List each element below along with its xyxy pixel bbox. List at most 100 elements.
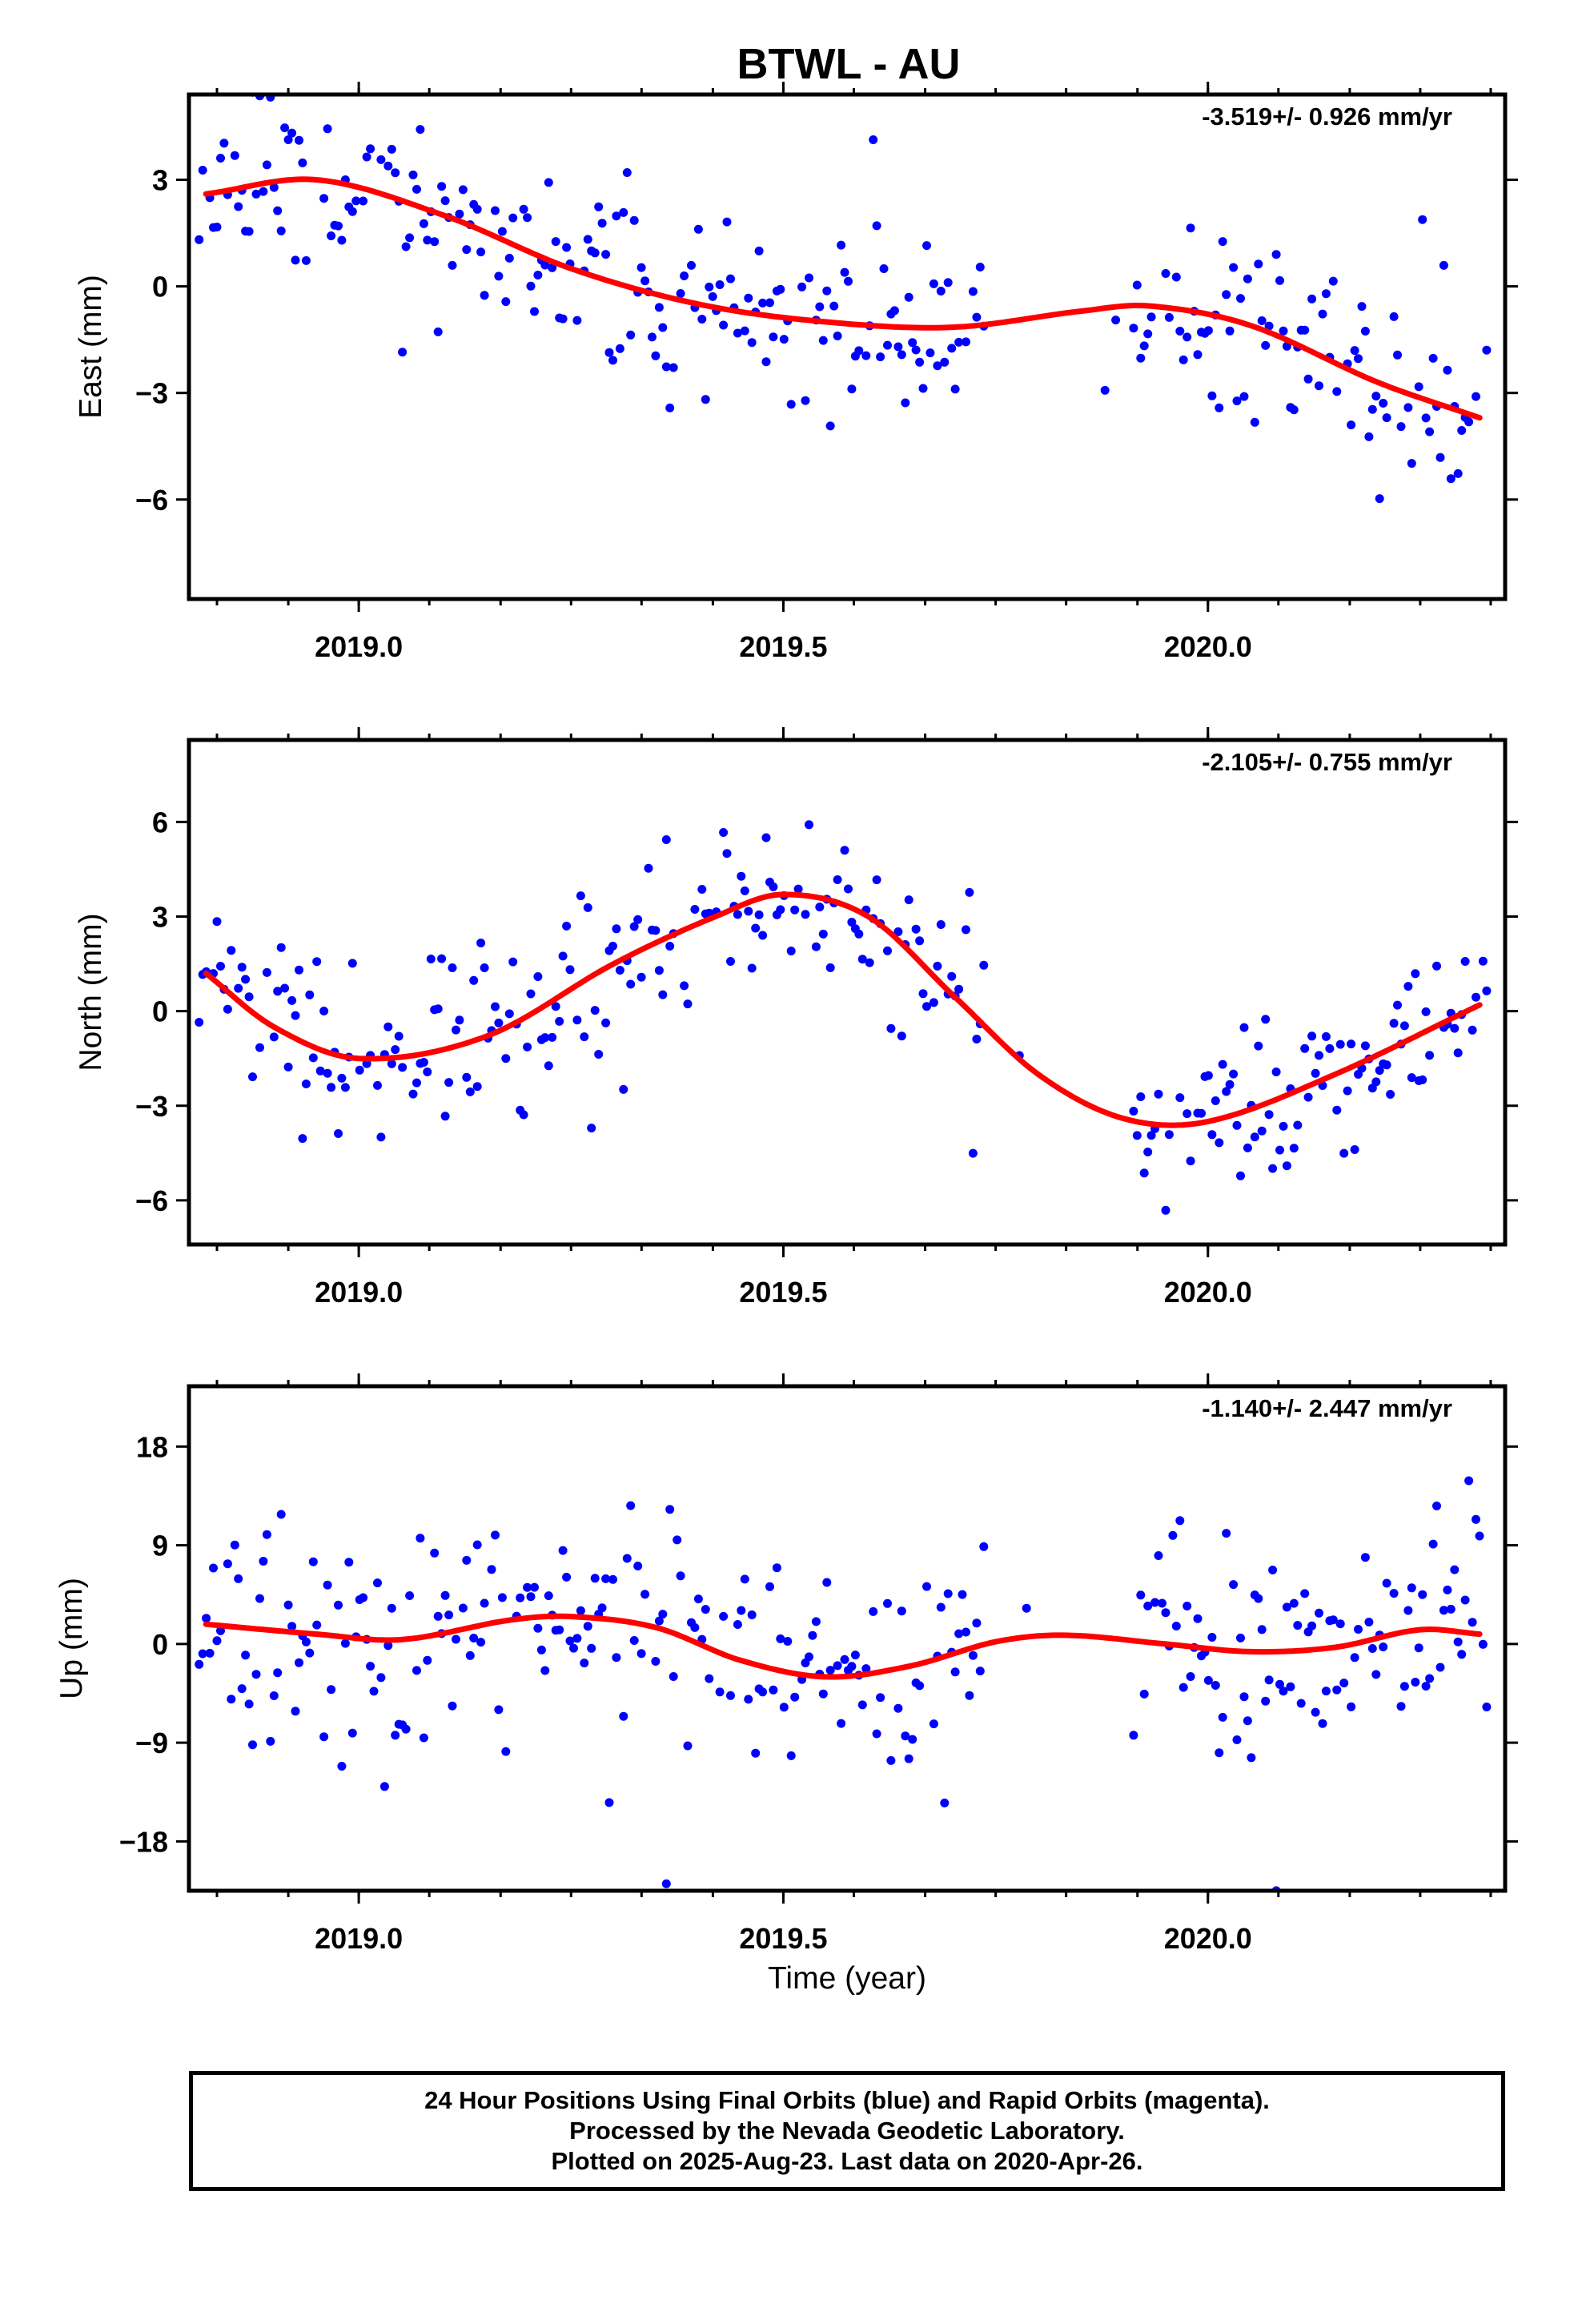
data-point (419, 1733, 428, 1743)
data-point (572, 316, 582, 325)
data-point (1453, 468, 1463, 478)
data-point (287, 1622, 297, 1631)
data-point (962, 337, 970, 347)
data-point (295, 135, 303, 145)
data-point (783, 1637, 793, 1646)
data-point (1254, 259, 1263, 269)
data-point (865, 958, 874, 967)
data-point (975, 1667, 985, 1676)
data-point (398, 1063, 408, 1072)
data-point (1367, 1644, 1377, 1653)
data-point (751, 1748, 761, 1758)
data-point (1168, 1530, 1178, 1540)
data-point (822, 1578, 832, 1587)
data-point (818, 929, 828, 939)
data-point (283, 1062, 293, 1072)
east-panel: 2019.0 2019.5 2020.0 3 0 −3 −6 East (mm) -3.519+… (74, 82, 1518, 663)
data-point (1222, 1529, 1231, 1538)
data-point (615, 344, 624, 353)
data-point (954, 984, 964, 994)
data-point (926, 348, 935, 358)
data-point (883, 1598, 892, 1608)
data-point (1279, 326, 1288, 336)
data-point (219, 139, 229, 148)
data-point (1136, 353, 1146, 363)
data-point (790, 1692, 800, 1702)
data-point (362, 152, 371, 162)
data-point (1421, 1682, 1431, 1691)
data-point (419, 1058, 428, 1067)
data-point (954, 337, 964, 347)
data-point (886, 1023, 896, 1033)
data-point (405, 1591, 415, 1600)
data-point (786, 1751, 796, 1760)
data-point (291, 255, 300, 265)
data-point (1129, 324, 1138, 333)
data-point (797, 282, 807, 292)
data-point (504, 253, 514, 263)
data-point (1347, 1702, 1356, 1711)
data-point (929, 279, 938, 288)
data-point (861, 1664, 871, 1674)
data-point (1261, 340, 1271, 350)
data-point (458, 1603, 468, 1613)
data-point (266, 1736, 275, 1746)
data-point (437, 954, 447, 963)
data-point (308, 1053, 318, 1063)
data-point (597, 219, 607, 228)
y-tick-label: 3 (152, 901, 168, 934)
data-point (962, 925, 970, 935)
data-point (1371, 392, 1381, 401)
data-point (262, 1530, 271, 1539)
data-point (1239, 1692, 1249, 1702)
data-point (1143, 1148, 1153, 1156)
up-fit-curve (203, 1613, 1483, 1680)
data-point (1403, 1606, 1413, 1615)
up-panel: 2019.0 2019.5 2020.0 18 9 0 −9 −18 Up (mm) -1.140… (54, 1373, 1518, 1955)
data-point (940, 1798, 950, 1807)
data-point (327, 231, 336, 240)
data-point (1136, 1092, 1146, 1101)
data-point (869, 135, 878, 144)
data-point (416, 1534, 425, 1543)
data-point (1311, 1707, 1320, 1717)
data-point (1382, 1578, 1391, 1588)
data-point (1239, 1023, 1249, 1032)
north-panel: 2019.0 2019.5 2020.0 6 3 0 −3 −6 North (mm) -2.10… (74, 727, 1518, 1309)
data-point (779, 335, 789, 344)
data-point (269, 183, 279, 192)
data-point (1243, 1716, 1252, 1726)
data-point (387, 1059, 396, 1068)
data-point (975, 263, 985, 271)
data-point (227, 946, 236, 955)
data-point (366, 144, 375, 154)
data-point (840, 846, 849, 855)
data-point (1222, 1087, 1231, 1096)
data-point (979, 1542, 989, 1551)
data-point (351, 196, 361, 206)
data-point (448, 260, 457, 270)
data-point (276, 943, 286, 952)
data-point (1211, 1096, 1220, 1105)
y-tick-label: 0 (152, 271, 168, 304)
data-point (1411, 1678, 1420, 1687)
data-point (448, 1701, 457, 1711)
data-point (301, 1637, 311, 1647)
data-point (1482, 345, 1492, 355)
data-point (1307, 1621, 1317, 1630)
data-point (373, 1080, 382, 1090)
data-point (936, 1602, 946, 1612)
data-point (465, 1087, 475, 1096)
data-point (1468, 1025, 1477, 1035)
data-point (1296, 1699, 1306, 1708)
data-point (401, 1724, 411, 1734)
data-point (1321, 1687, 1331, 1696)
data-point (968, 1651, 978, 1660)
data-point (1357, 302, 1367, 312)
y-tick-label: 9 (152, 1530, 168, 1562)
data-point (636, 1649, 646, 1659)
data-point (837, 240, 846, 250)
x-tick-label: 2019.0 (315, 1922, 403, 1955)
data-point (1100, 385, 1110, 395)
data-point (690, 1622, 700, 1632)
